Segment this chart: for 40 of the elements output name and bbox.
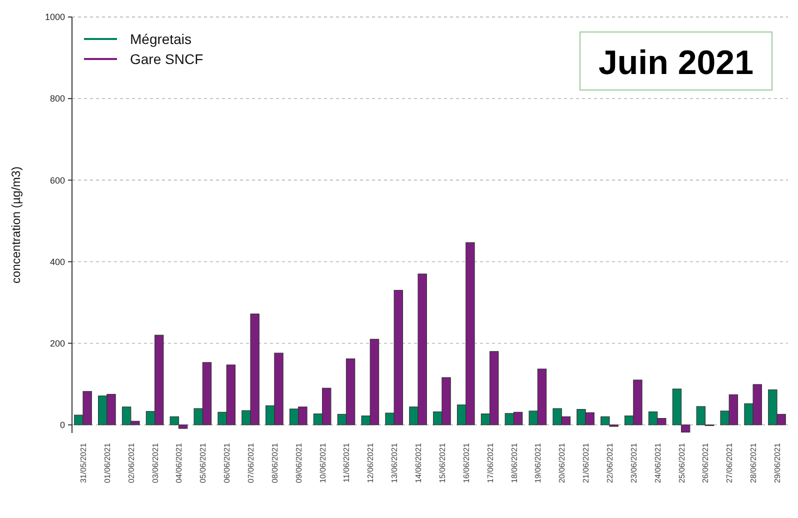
x-tick-label: 23/06/2021 — [629, 442, 638, 484]
x-tick-label: 16/06/2021 — [462, 442, 471, 484]
text: Juin 2021 — [598, 44, 754, 82]
x-tick-label: 03/06/2021 — [150, 442, 160, 484]
x-tick-label: 18/06/2021 — [510, 442, 519, 484]
x-tick-label: 29/06/2021 — [772, 442, 782, 484]
y-tick-label: 400 — [50, 256, 65, 267]
x-tick-label: 24/06/2021 — [653, 442, 662, 484]
x-tick-label: 09/06/2021 — [294, 442, 304, 484]
x-tick-label: 17/06/2021 — [486, 442, 495, 484]
x-tick-label: 10/06/2021 — [318, 442, 328, 484]
x-tick-label: 13/06/2021 — [390, 442, 400, 484]
y-tick-label: 200 — [50, 338, 65, 348]
x-tick-label: 27/06/2021 — [725, 442, 734, 484]
x-tick-label: 08/06/2021 — [270, 442, 280, 484]
x-tick-label: 15/06/2021 — [438, 442, 447, 484]
x-tick-label: 02/06/2021 — [126, 442, 136, 484]
y-tick-label: 1000 — [44, 12, 65, 22]
y-tick-label: 0 — [60, 420, 65, 430]
x-tick-label: 14/06/2021 — [414, 442, 424, 484]
x-tick-label: 21/06/2021 — [582, 442, 591, 484]
x-tick-label: 20/06/2021 — [558, 442, 567, 484]
x-tick-label: 26/06/2021 — [701, 442, 710, 484]
x-tick-label: 19/06/2021 — [534, 442, 543, 484]
x-tick-label: 01/06/2021 — [102, 442, 112, 484]
x-tick-label: 25/06/2021 — [677, 442, 686, 484]
x-tick-label: 31/05/2021 — [79, 442, 88, 484]
x-tick-label: 28/06/2021 — [749, 442, 758, 484]
legend-label: Mégretais — [130, 30, 192, 47]
x-tick-label: 06/06/2021 — [222, 442, 232, 484]
y-tick-label: 800 — [50, 94, 65, 104]
x-tick-label: 22/06/2021 — [605, 442, 614, 484]
x-tick-label: 12/06/2021 — [366, 442, 376, 484]
y-axis-title: concentration (µg/m3) — [9, 166, 23, 284]
legend-label: Gare SNCF — [130, 50, 204, 67]
x-tick-label: 07/06/2021 — [246, 442, 256, 484]
x-tick-label: 04/06/2021 — [174, 442, 184, 484]
x-tick-label: 05/06/2021 — [198, 442, 208, 484]
x-tick-label: 11/06/2021 — [342, 442, 352, 482]
y-tick-label: 600 — [50, 175, 65, 186]
